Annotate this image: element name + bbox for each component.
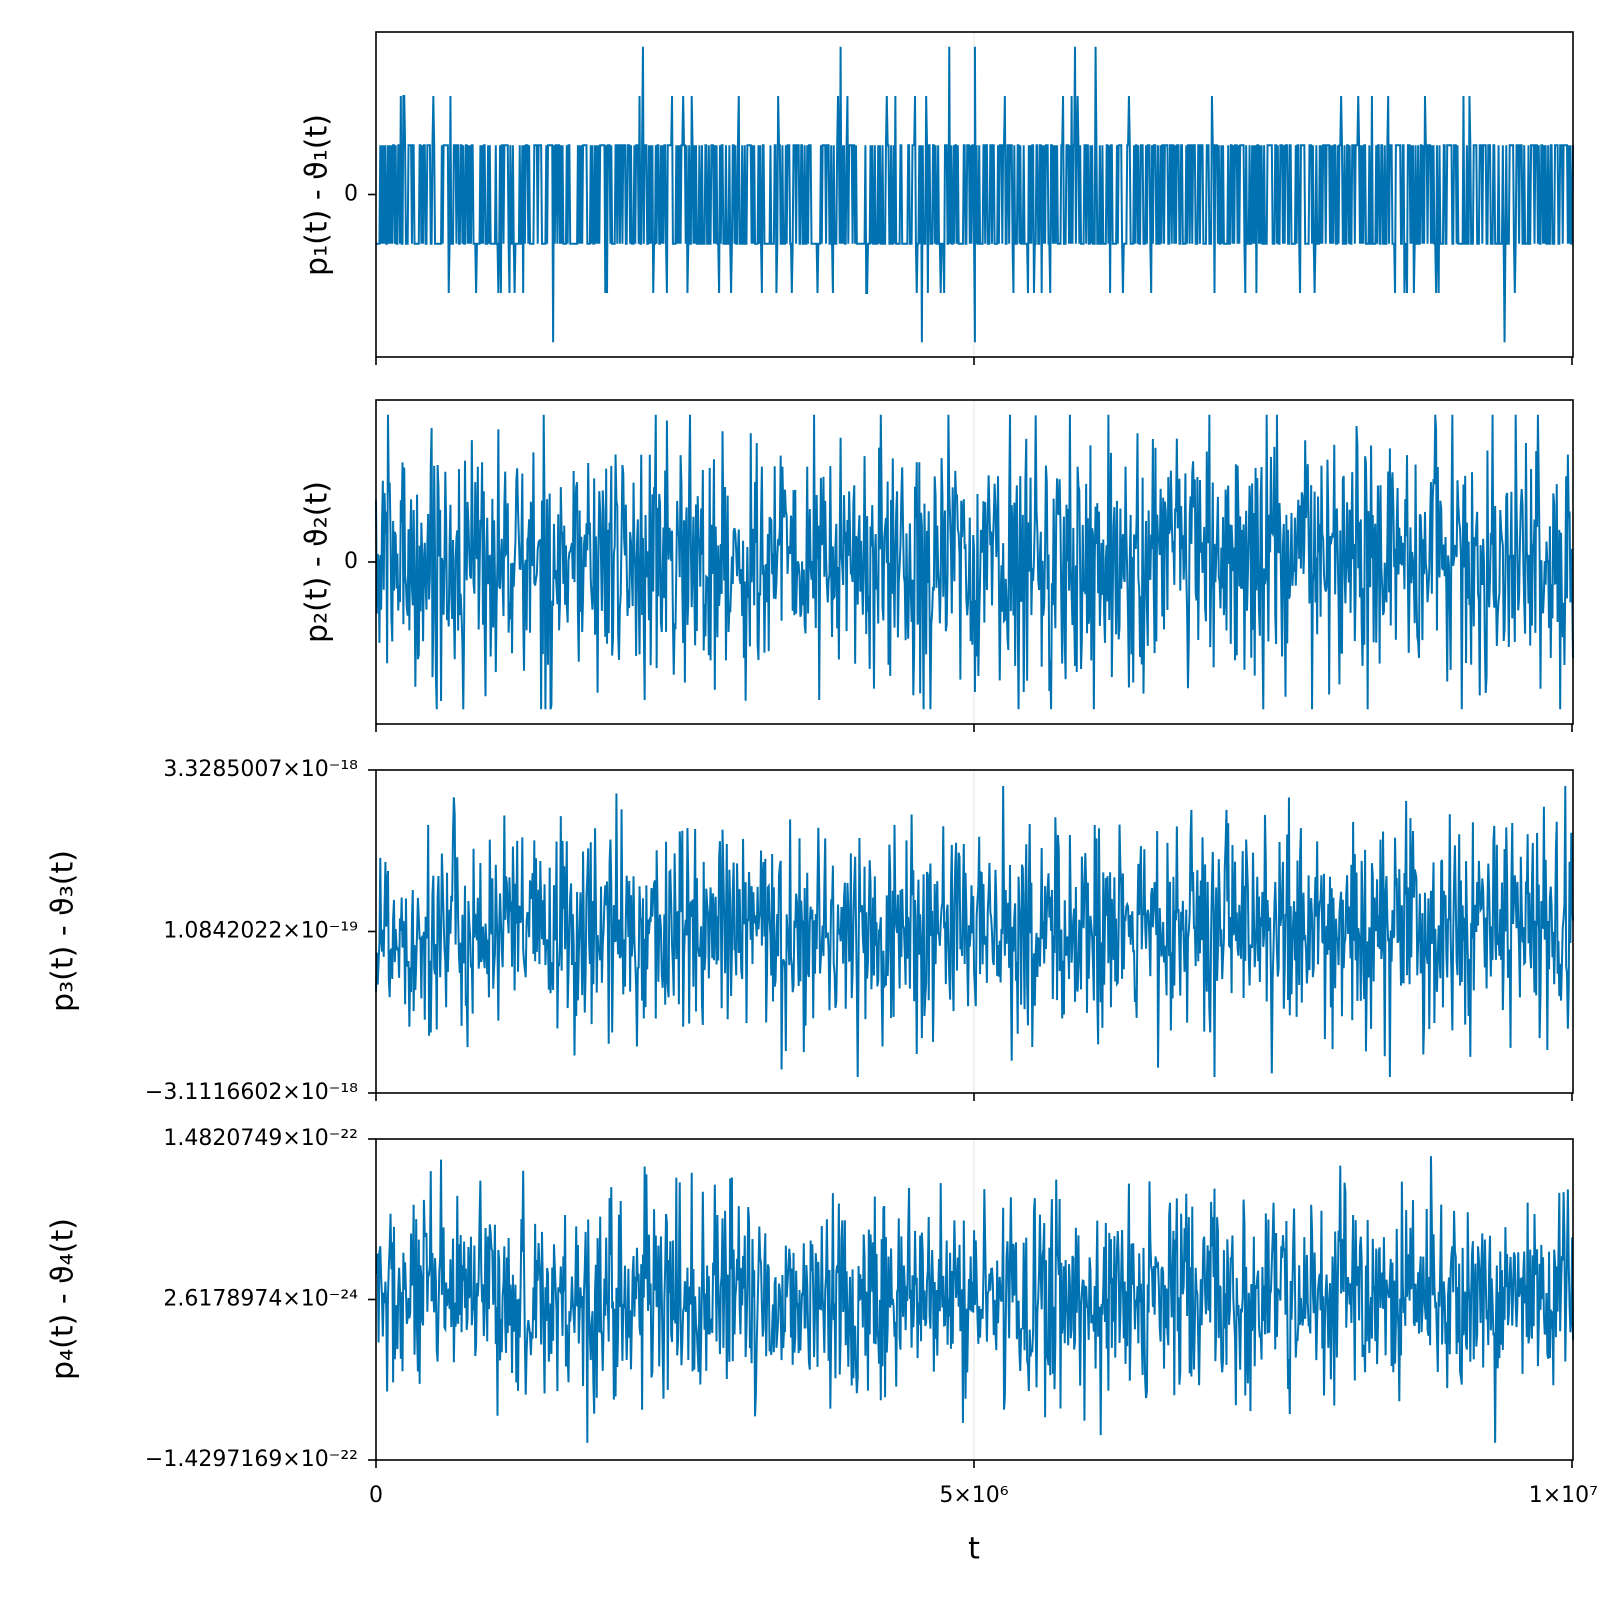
panel-3-ylabel: p₃(t) - ϑ₃(t) [46, 850, 81, 1012]
panel-4-xtick-label-2: 1×10⁷ [1529, 1483, 1598, 1508]
panel-4-ytick-label-2: 1.4820749×10⁻²² [163, 1126, 358, 1151]
panel-2-series-line [375, 414, 1574, 710]
panel-4: −1.4297169×10⁻²² 2.6178974×10⁻²⁴ 1.48207… [46, 1126, 1599, 1567]
panel-1-series-line [376, 46, 1574, 343]
panel-1: 0 p₁(t) - ϑ₁(t) [300, 31, 1574, 365]
panel-3-ytick-label-0: −3.1116602×10⁻¹⁸ [145, 1080, 358, 1105]
panel-2: 0 p₂(t) - ϑ₂(t) [300, 399, 1574, 732]
panel-4-xtick-label-0: 0 [369, 1483, 383, 1508]
panel-3: −3.1116602×10⁻¹⁸ 1.0842022×10⁻¹⁹ 3.32850… [46, 757, 1574, 1105]
x-axis-title: t [968, 1532, 980, 1567]
panel-3-ytick-label-2: 3.3285007×10⁻¹⁸ [163, 757, 358, 782]
panel-4-ytick-label-0: −1.4297169×10⁻²² [145, 1447, 358, 1472]
panel-4-ylabel: p₄(t) - ϑ₄(t) [46, 1218, 81, 1380]
panel-3-series-line [375, 786, 1574, 1077]
panel-1-ytick-label-0: 0 [344, 182, 358, 207]
panel-2-ytick-label-0: 0 [344, 549, 358, 574]
panel-1-ylabel: p₁(t) - ϑ₁(t) [300, 114, 335, 276]
panel-3-ytick-label-1: 1.0842022×10⁻¹⁹ [163, 919, 358, 944]
panel-2-ylabel: p₂(t) - ϑ₂(t) [300, 481, 335, 643]
panel-4-series-line [375, 1156, 1574, 1443]
panel-4-xtick-label-1: 5×10⁶ [939, 1483, 1008, 1508]
panel-4-ytick-label-1: 2.6178974×10⁻²⁴ [163, 1287, 358, 1312]
